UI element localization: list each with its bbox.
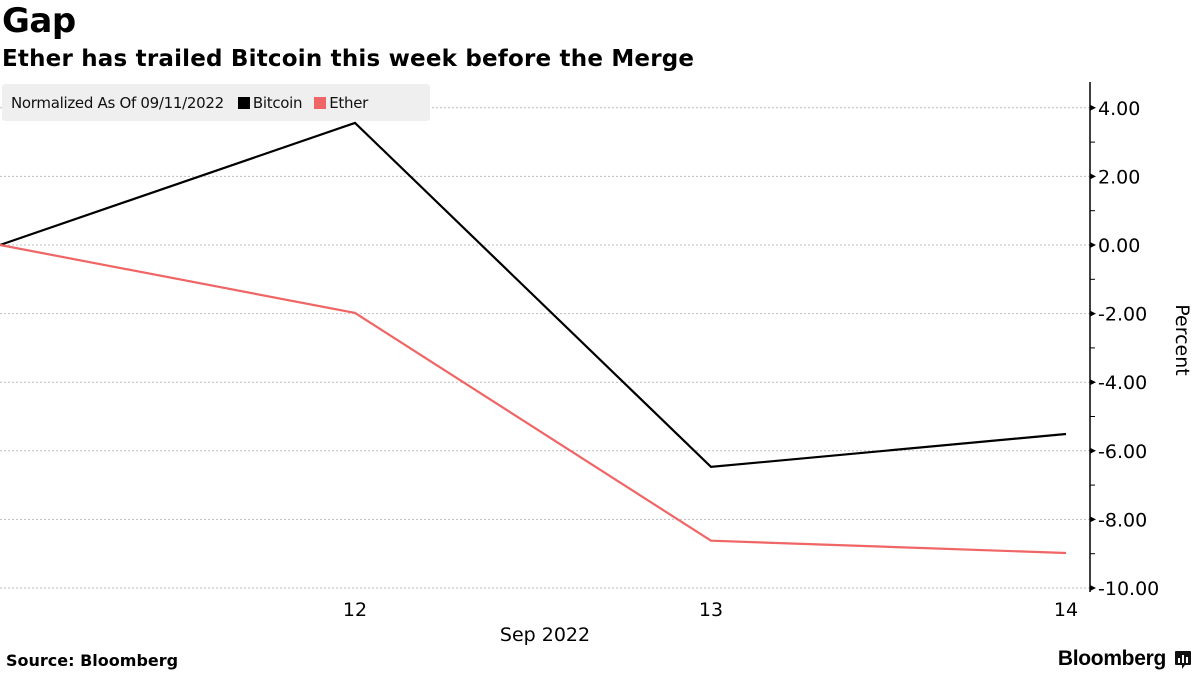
- y-axis-label: Percent: [1171, 304, 1193, 376]
- y-tick-marker: [1090, 310, 1096, 317]
- gridlines: [0, 107, 1090, 589]
- x-tick-label: 14: [1054, 599, 1078, 621]
- legend-label-bitcoin: Bitcoin: [252, 93, 303, 112]
- y-tick-marker: [1090, 104, 1096, 111]
- legend-label-ether: Ether: [329, 93, 368, 112]
- y-tick-marker: [1090, 242, 1096, 248]
- y-tick-label: -6.00: [1098, 441, 1147, 463]
- legend-swatch-ether: [314, 96, 327, 109]
- series-lines: [0, 121, 1067, 555]
- y-tick-marker: [1090, 379, 1096, 386]
- y-tick-label: -2.00: [1098, 304, 1147, 326]
- y-tick-label: 0.00: [1098, 235, 1140, 257]
- legend-item-bitcoin: Bitcoin: [237, 93, 303, 112]
- y-tick-label: -8.00: [1098, 509, 1147, 531]
- chart-title: Gap: [2, 1, 76, 41]
- x-tick-label: 13: [699, 599, 723, 621]
- x-tick-label: 12: [343, 599, 367, 621]
- series-line-bitcoin: [0, 121, 1067, 469]
- y-tick-marker: [1090, 585, 1096, 591]
- x-axis-label: Sep 2022: [500, 624, 590, 646]
- y-axis: 4.00 2.00 0.00 -2.00 -4.00 -6.00 -8.00 -10.00 Pe…: [1089, 82, 1193, 600]
- x-axis: 12 13 14 Sep 2022: [343, 599, 1078, 646]
- y-tick-label: -4.00: [1098, 372, 1147, 394]
- bloomberg-terminal-icon: [1175, 651, 1191, 669]
- legend-normalization-label: Normalized As Of 09/11/2022: [11, 93, 224, 112]
- series-line-ether: [0, 243, 1067, 555]
- y-tick-label: 2.00: [1098, 166, 1140, 188]
- bloomberg-logo: Bloomberg: [1057, 647, 1166, 670]
- legend-swatch-bitcoin: [237, 96, 250, 109]
- y-tick-marker: [1090, 173, 1096, 180]
- legend-item-ether: Ether: [314, 94, 368, 112]
- y-tick-label: 4.00: [1098, 98, 1140, 120]
- y-tick-label: -10.00: [1098, 578, 1159, 600]
- source-note: Source: Bloomberg: [6, 651, 179, 670]
- legend: Normalized As Of 09/11/2022 Bitcoin Ethe…: [2, 84, 430, 121]
- chart-subtitle: Ether has trailed Bitcoin this week befo…: [2, 46, 695, 72]
- y-tick-marker: [1090, 516, 1096, 523]
- y-tick-marker: [1090, 447, 1096, 454]
